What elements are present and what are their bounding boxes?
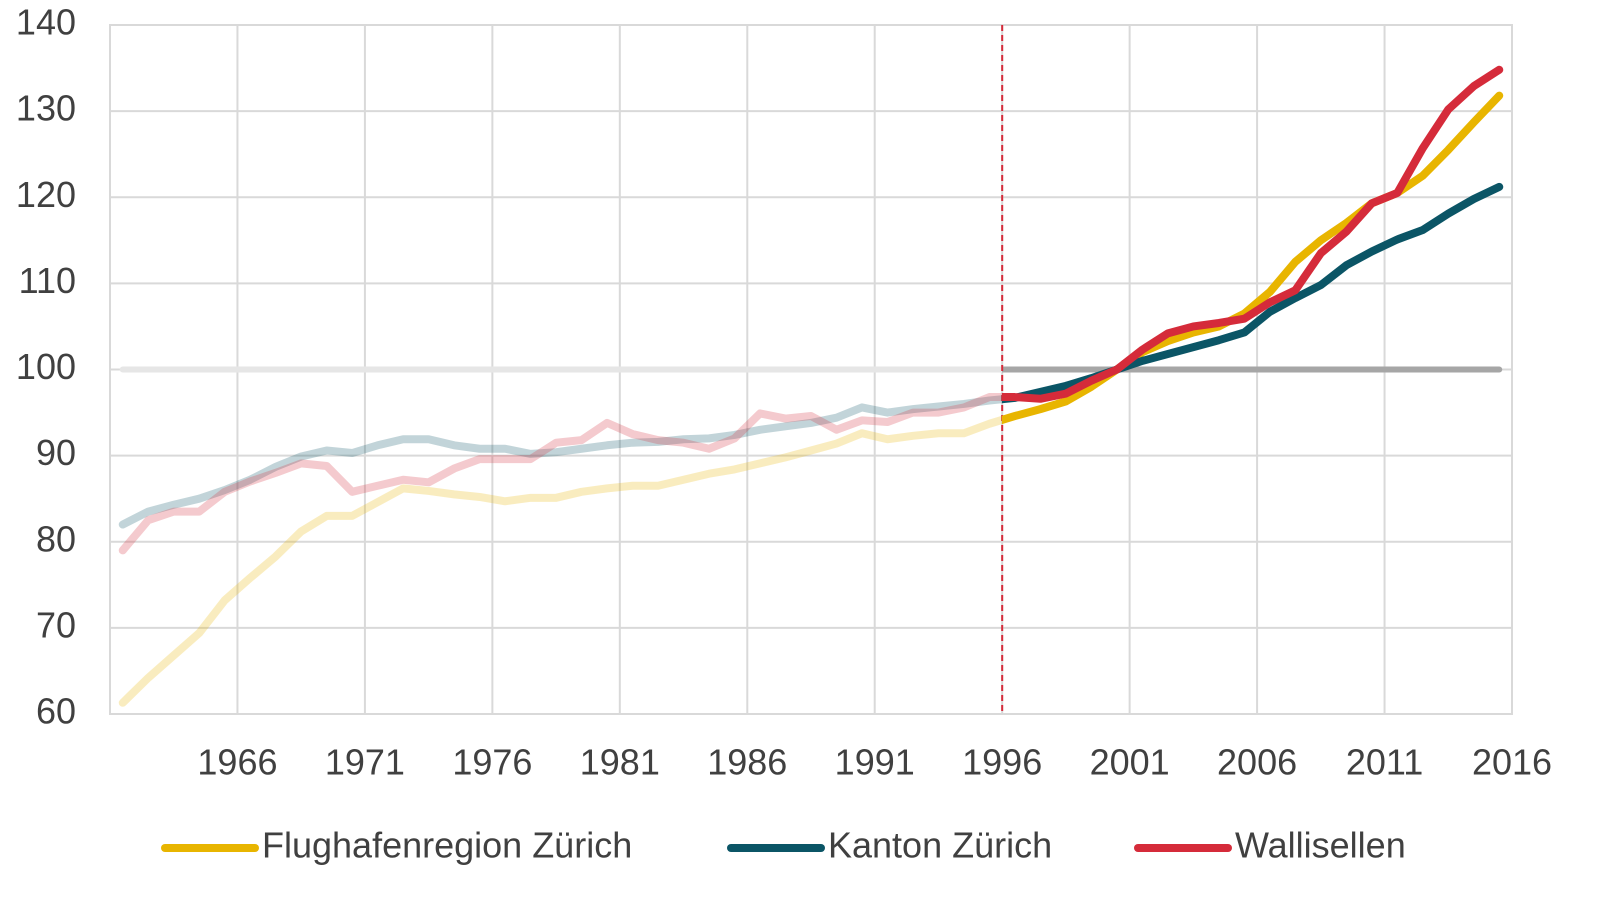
x-tick-label: 2016 [1472,742,1552,783]
x-tick-label: 1986 [707,742,787,783]
y-tick-label: 90 [36,432,76,473]
y-tick-label: 70 [36,604,76,645]
legend-label: Kanton Zürich [828,825,1052,866]
x-tick-label: 2011 [1346,742,1423,783]
y-tick-label: 110 [19,260,76,301]
series-line [118,91,1504,707]
y-tick-label: 100 [16,346,76,387]
x-tick-label: 1976 [452,742,532,783]
legend-label: Wallisellen [1235,825,1406,866]
x-tick-label: 1971 [325,742,405,783]
y-tick-label: 60 [36,691,76,732]
series-line [118,182,1504,529]
y-tick-label: 140 [16,2,76,43]
x-tick-label: 1981 [580,742,660,783]
y-tick-label: 130 [16,88,76,129]
x-tick-label: 1996 [962,742,1042,783]
x-tick-label: 2006 [1217,742,1297,783]
x-tick-label: 1966 [197,742,277,783]
y-tick-label: 120 [16,174,76,215]
legend-label: Flughafenregion Zürich [262,825,632,866]
x-tick-label: 2001 [1090,742,1170,783]
series-line [118,65,1504,555]
y-tick-label: 80 [36,518,76,559]
x-tick-label: 1991 [835,742,915,783]
